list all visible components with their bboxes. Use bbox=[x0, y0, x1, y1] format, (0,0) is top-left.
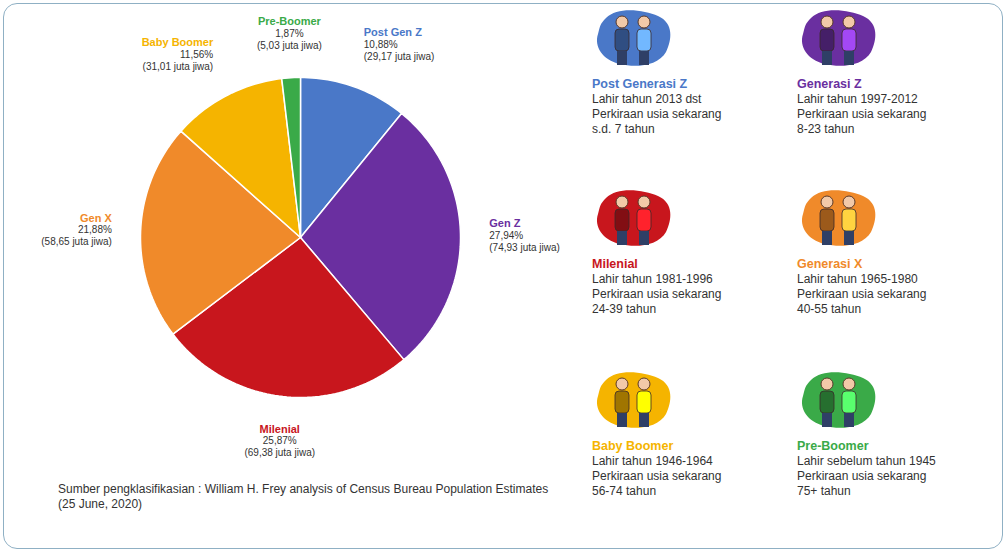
html-text:Perkiraan usia sekarang: Perkiraan usia sekarang bbox=[592, 469, 722, 483]
html-text:Perkiraan usia sekarang: Perkiraan usia sekarang bbox=[592, 107, 722, 121]
html-text:Milenial: Milenial bbox=[592, 257, 638, 271]
svg-text:11,56%: 11,56% bbox=[180, 49, 213, 60]
svg-text:Baby Boomer: Baby Boomer bbox=[142, 36, 214, 48]
html-text:Perkiraan usia sekarang: Perkiraan usia sekarang bbox=[797, 469, 927, 483]
svg-text:(29,17 juta jiwa): (29,17 juta jiwa) bbox=[364, 51, 435, 62]
html-text:s.d. 7 tahun: s.d. 7 tahun bbox=[592, 122, 655, 136]
svg-text:Pre-Boomer: Pre-Boomer bbox=[258, 15, 322, 27]
html-text:Generasi Z: Generasi Z bbox=[797, 77, 862, 91]
svg-text:(5,03 juta jiwa): (5,03 juta jiwa) bbox=[257, 40, 322, 51]
html-text:75+ tahun: 75+ tahun bbox=[797, 484, 851, 498]
html-text:56-74 tahun: 56-74 tahun bbox=[592, 484, 657, 498]
html-text:40-55 tahun: 40-55 tahun bbox=[797, 302, 862, 316]
svg-text:(69,38 juta jiwa): (69,38 juta jiwa) bbox=[244, 447, 315, 458]
svg-text:(58,65 juta jiwa): (58,65 juta jiwa) bbox=[41, 236, 112, 247]
html-text:Baby Boomer: Baby Boomer bbox=[592, 439, 674, 453]
svg-text:Gen Z: Gen Z bbox=[489, 217, 520, 229]
svg-text:21,88%: 21,88% bbox=[78, 224, 112, 235]
svg-text:(74,93 juta jiwa): (74,93 juta jiwa) bbox=[489, 242, 560, 253]
html-text:Pre-Boomer: Pre-Boomer bbox=[797, 439, 869, 453]
html-text:24-39 tahun: 24-39 tahun bbox=[592, 302, 657, 316]
html-text:Generasi X: Generasi X bbox=[797, 257, 863, 271]
html-text:Sumber pengklasifikasian : Wil: Sumber pengklasifikasian : William H. Fr… bbox=[58, 482, 549, 511]
svg-text:25,87%: 25,87% bbox=[263, 435, 297, 446]
html-text:Post Generasi Z: Post Generasi Z bbox=[592, 77, 688, 91]
svg-text:1,87%: 1,87% bbox=[275, 28, 303, 39]
html-text:Lahir sebelum tahun 1945: Lahir sebelum tahun 1945 bbox=[797, 454, 936, 468]
html-text:Lahir tahun 1965-1980: Lahir tahun 1965-1980 bbox=[797, 272, 918, 286]
svg-text:27,94%: 27,94% bbox=[489, 230, 523, 241]
html-text:Perkiraan usia sekarang: Perkiraan usia sekarang bbox=[592, 287, 722, 301]
svg-text:(31,01 juta jiwa): (31,01 juta jiwa) bbox=[143, 61, 214, 72]
html-text:Lahir tahun 2013 dst: Lahir tahun 2013 dst bbox=[592, 92, 702, 106]
svg-text:Milenial: Milenial bbox=[260, 423, 300, 435]
html-text:Perkiraan usia sekarang: Perkiraan usia sekarang bbox=[797, 287, 927, 301]
html-text:Lahir tahun 1997-2012: Lahir tahun 1997-2012 bbox=[797, 92, 918, 106]
html-text:Perkiraan usia sekarang: Perkiraan usia sekarang bbox=[797, 107, 927, 121]
svg-text:10,88%: 10,88% bbox=[364, 39, 398, 50]
html-text:Lahir tahun 1946-1964: Lahir tahun 1946-1964 bbox=[592, 454, 713, 468]
svg-text:Post Gen Z: Post Gen Z bbox=[364, 26, 422, 38]
html-text:8-23 tahun: 8-23 tahun bbox=[797, 122, 855, 136]
svg-text:Gen X: Gen X bbox=[80, 212, 112, 224]
html-text:Lahir tahun 1981-1996: Lahir tahun 1981-1996 bbox=[592, 272, 713, 286]
